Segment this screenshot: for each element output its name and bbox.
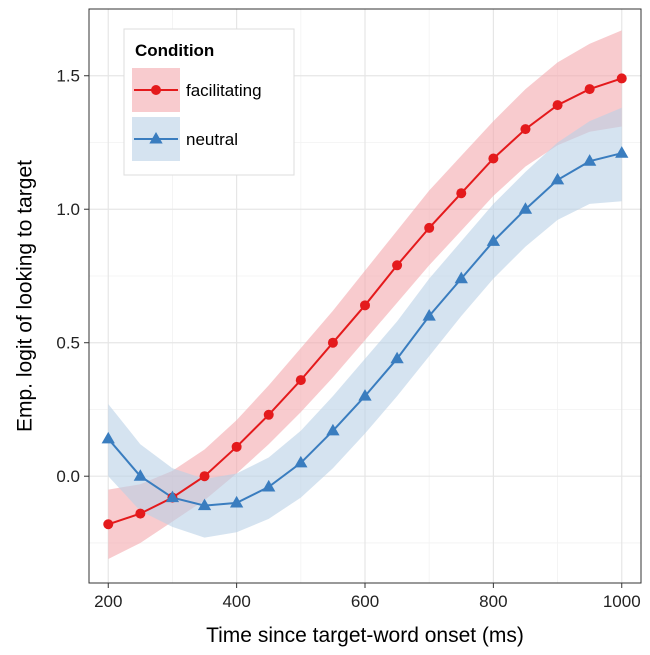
point-facilitating (103, 519, 114, 530)
x-tick-label: 600 (351, 592, 379, 611)
x-tick-label: 800 (479, 592, 507, 611)
legend-marker-neutral (149, 132, 163, 144)
point-facilitating (199, 471, 210, 482)
point-neutral (486, 234, 501, 246)
y-tick-label: 0.0 (56, 467, 80, 486)
point-neutral (550, 172, 565, 185)
point-neutral (422, 309, 436, 321)
series-markers (101, 73, 629, 530)
legend: Condition facilitating neutral (123, 28, 295, 176)
point-facilitating (616, 73, 627, 84)
point-facilitating (263, 409, 274, 420)
point-facilitating (295, 375, 306, 386)
point-facilitating (231, 441, 242, 452)
point-facilitating (392, 260, 403, 271)
point-facilitating (584, 84, 595, 95)
point-neutral (294, 455, 308, 468)
y-tick-label: 1.5 (56, 67, 80, 86)
point-neutral (101, 431, 115, 444)
point-neutral (133, 469, 147, 481)
x-tick-label: 400 (222, 592, 250, 611)
point-facilitating (135, 508, 146, 519)
point-neutral (165, 490, 180, 503)
point-facilitating (360, 300, 370, 311)
point-neutral (583, 154, 597, 166)
legend-marker-facilitating (151, 85, 161, 95)
y-tick-label: 1.0 (56, 200, 80, 219)
point-facilitating (520, 124, 531, 135)
legend-label-facilitating: facilitating (186, 81, 262, 100)
point-neutral (454, 271, 468, 284)
x-tick-label: 1000 (603, 592, 641, 611)
point-neutral (229, 495, 244, 508)
point-facilitating (552, 100, 563, 111)
legend-title: Condition (135, 41, 214, 60)
point-neutral (326, 423, 340, 436)
point-neutral (615, 146, 629, 158)
point-facilitating (327, 337, 338, 348)
point-neutral (197, 498, 212, 511)
x-axis-title: Time since target-word onset (ms) (206, 624, 524, 647)
point-facilitating (456, 188, 467, 199)
y-tick-label: 0.5 (56, 334, 80, 353)
point-neutral (518, 202, 533, 214)
point-neutral (262, 479, 276, 492)
legend-label-neutral: neutral (186, 130, 238, 149)
axis-ticks: 200 400 600 800 1000 0.0 0.5 1.0 1.5 (56, 67, 640, 611)
point-facilitating (488, 153, 499, 164)
band-neutral (108, 107, 622, 538)
point-neutral (358, 389, 372, 401)
y-axis-title: Emp. logit of looking to target (14, 160, 37, 432)
x-tick-label: 200 (94, 592, 122, 611)
point-neutral (390, 351, 404, 364)
point-facilitating (424, 222, 435, 233)
